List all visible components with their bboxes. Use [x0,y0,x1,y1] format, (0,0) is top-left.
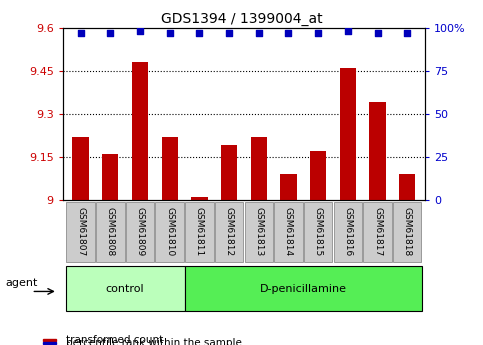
Point [166,30,173,36]
Text: GSM61808: GSM61808 [106,207,115,257]
FancyBboxPatch shape [393,202,422,262]
Point [314,30,322,36]
FancyBboxPatch shape [304,202,332,262]
Bar [221,146,237,200]
FancyBboxPatch shape [185,202,213,262]
Point [136,28,144,34]
Point [196,30,203,36]
Text: GSM61810: GSM61810 [165,207,174,257]
Text: GDS1394 / 1399004_at: GDS1394 / 1399004_at [161,12,322,26]
Bar [102,154,118,200]
Text: D-penicillamine: D-penicillamine [260,284,347,294]
Text: GSM61814: GSM61814 [284,207,293,257]
Text: GSM61815: GSM61815 [313,207,323,257]
Bar [340,68,356,200]
Point [106,30,114,36]
FancyBboxPatch shape [96,202,125,262]
Text: GSM61807: GSM61807 [76,207,85,257]
Bar [132,62,148,200]
Text: GSM61809: GSM61809 [136,207,144,257]
Bar [280,174,297,200]
Point [255,30,263,36]
Point [403,30,411,36]
Bar [43,342,57,344]
Point [374,30,382,36]
FancyBboxPatch shape [156,202,184,262]
Point [344,28,352,34]
Bar [72,137,89,200]
Point [225,30,233,36]
Text: GSM61812: GSM61812 [225,207,234,257]
Bar [43,339,57,341]
Text: GSM61813: GSM61813 [254,207,263,257]
Text: transformed count: transformed count [66,335,163,345]
FancyBboxPatch shape [215,202,243,262]
Bar [369,102,386,200]
Bar [399,174,415,200]
Point [284,30,292,36]
Bar [161,137,178,200]
FancyBboxPatch shape [126,202,154,262]
Bar [191,197,208,200]
Bar [310,151,327,200]
Text: GSM61817: GSM61817 [373,207,382,257]
FancyBboxPatch shape [185,266,422,312]
FancyBboxPatch shape [334,202,362,262]
FancyBboxPatch shape [274,202,303,262]
Point [77,30,85,36]
Text: agent: agent [5,278,37,288]
Text: percentile rank within the sample: percentile rank within the sample [66,338,242,345]
Text: control: control [106,284,144,294]
Text: GSM61818: GSM61818 [403,207,412,257]
FancyBboxPatch shape [244,202,273,262]
Bar [251,137,267,200]
FancyBboxPatch shape [66,266,185,312]
Text: GSM61811: GSM61811 [195,207,204,257]
FancyBboxPatch shape [66,202,95,262]
Text: GSM61816: GSM61816 [343,207,352,257]
FancyBboxPatch shape [363,202,392,262]
